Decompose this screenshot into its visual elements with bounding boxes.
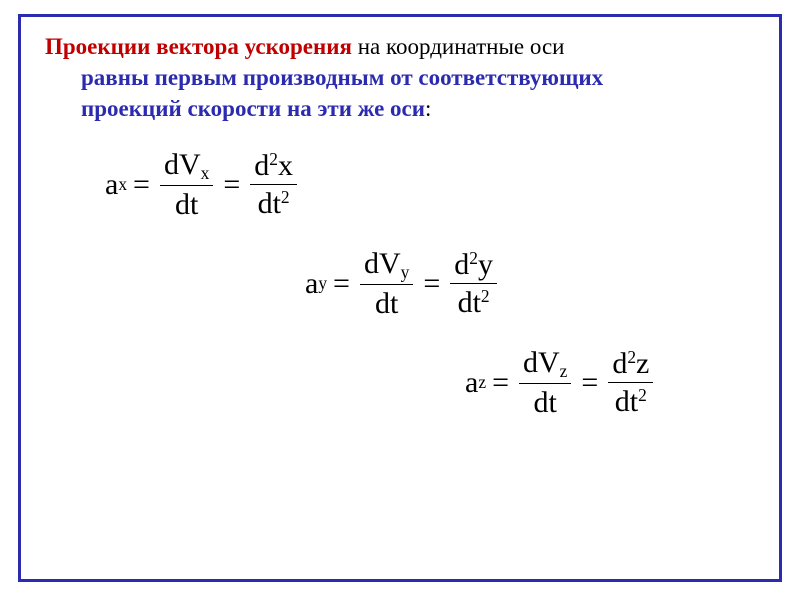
equation-ay: ay = dVy dt = d2y dt2 — [305, 247, 501, 320]
ax-f1-num-sub: x — [201, 163, 210, 183]
az-f2-num-sup: 2 — [627, 347, 636, 367]
ay-frac1: dVy dt — [360, 247, 413, 320]
ay-f2-den-sup: 2 — [481, 286, 490, 306]
ay-f1-den: dt — [360, 285, 413, 320]
equals-sign: = — [127, 168, 156, 202]
ax-f1-num-pre: dV — [164, 148, 201, 181]
ay-f2-num-post: y — [478, 248, 493, 281]
ax-f2-num-post: x — [278, 149, 293, 182]
az-f1-den: dt — [519, 384, 571, 419]
content-frame: Проекции вектора ускорения на координатн… — [18, 14, 782, 582]
ax-lhs-sub: x — [118, 174, 127, 195]
formulas-block: ax = dVx dt = d2x dt2 ay = dVy dt — [45, 142, 755, 419]
equation-ax: ax = dVx dt = d2x dt2 — [105, 148, 301, 221]
ax-f2-den-sup: 2 — [281, 187, 290, 207]
heading-blue-line2: проекций скорости на эти же оси — [81, 96, 425, 121]
ay-f2-num-sup: 2 — [469, 248, 478, 268]
az-f2-num-post: z — [636, 347, 649, 380]
ax-frac2: d2x dt2 — [250, 149, 297, 220]
ay-f2-num-pre: d — [454, 248, 469, 281]
az-f2-den-sup: 2 — [638, 385, 647, 405]
az-lhs-base: a — [465, 366, 478, 400]
ax-f2-num-sup: 2 — [269, 149, 278, 169]
ay-f1-num-sub: y — [401, 262, 410, 282]
ax-lhs-base: a — [105, 168, 118, 202]
ax-f2-num-pre: d — [254, 149, 269, 182]
heading-colon: : — [425, 96, 431, 121]
heading-blue-line1: равны первым производным от соответствую… — [81, 65, 603, 90]
heading-red: Проекции вектора ускорения — [45, 34, 352, 59]
ay-f1-num-pre: dV — [364, 247, 401, 280]
slide: Проекции вектора ускорения на координатн… — [0, 0, 800, 600]
heading-black: на координатные оси — [352, 34, 565, 59]
ay-lhs-base: a — [305, 267, 318, 301]
az-frac1: dVz dt — [519, 346, 571, 419]
equals-sign: = — [417, 267, 446, 301]
ax-f1-den: dt — [160, 186, 213, 221]
az-f1-num-pre: dV — [523, 346, 560, 379]
az-f2-den-pre: dt — [615, 385, 638, 418]
az-f2-num-pre: d — [612, 347, 627, 380]
ay-f2-den-pre: dt — [458, 286, 481, 319]
equals-sign: = — [217, 168, 246, 202]
az-f1-num-sub: z — [560, 361, 568, 381]
az-lhs-sub: z — [478, 372, 486, 393]
equation-az: az = dVz dt = d2z dt2 — [465, 346, 657, 419]
ax-f2-den-pre: dt — [258, 187, 281, 220]
heading-block: Проекции вектора ускорения на координатн… — [45, 31, 755, 124]
equals-sign: = — [327, 267, 356, 301]
ax-frac1: dVx dt — [160, 148, 213, 221]
ay-lhs-sub: y — [318, 273, 327, 294]
ay-frac2: d2y dt2 — [450, 248, 497, 319]
equals-sign: = — [575, 366, 604, 400]
az-frac2: d2z dt2 — [608, 347, 653, 418]
equals-sign: = — [486, 366, 515, 400]
